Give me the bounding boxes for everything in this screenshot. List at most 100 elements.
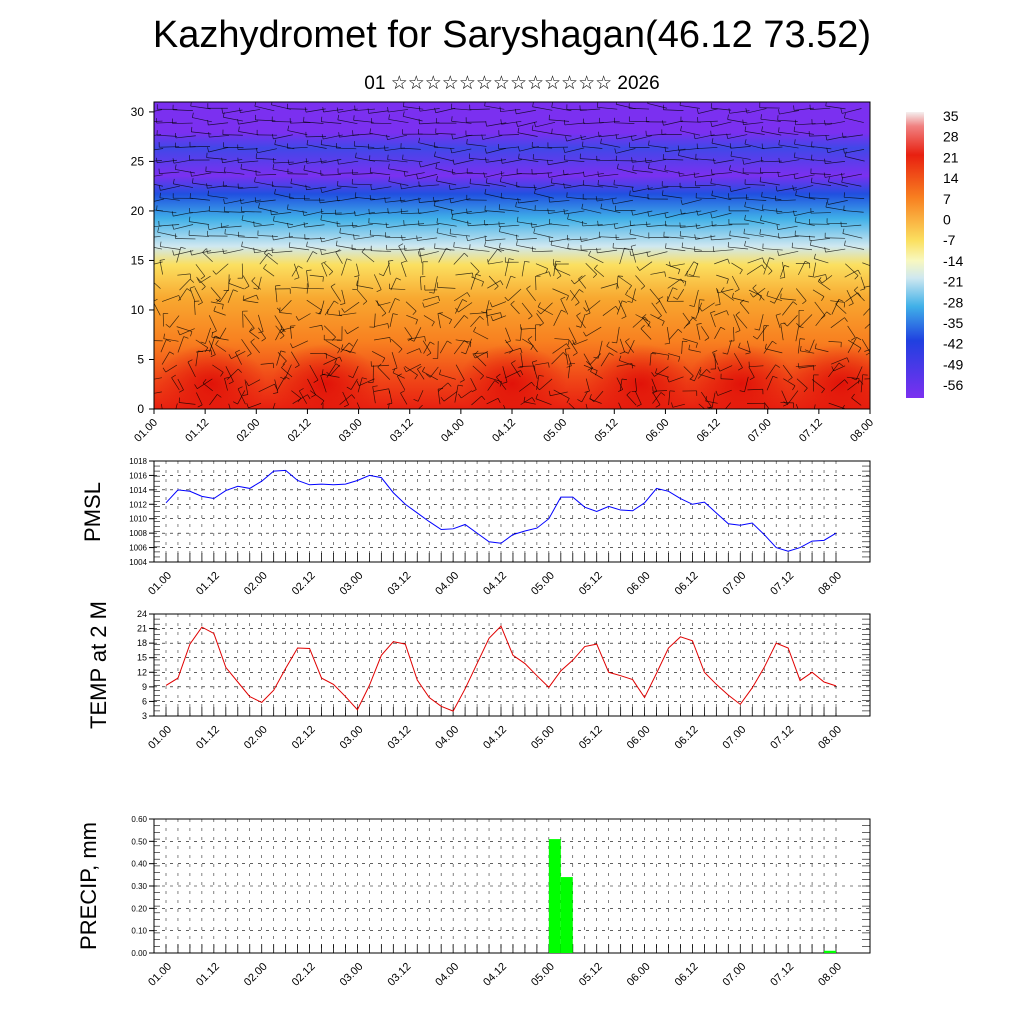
wind-barb [663,231,684,239]
wind-barb [159,241,181,250]
wind-barb [451,103,472,111]
colorbar-label: -56 [943,377,963,393]
wind-barb [274,315,285,334]
wind-barb [661,129,682,135]
wind-barb [172,224,194,230]
wind-barb [761,126,782,136]
wind-barb [472,365,484,380]
y-tick-label: 0.00 [131,949,147,958]
wind-barb [843,148,865,154]
wind-barb [369,167,391,176]
wind-barb [598,131,619,138]
wind-barb [324,353,338,364]
wind-barb [449,197,471,204]
wind-barb [629,142,650,148]
wind-barb [171,374,180,391]
wind-barb [202,248,213,263]
wind-barb [677,145,699,151]
wind-barb [277,352,287,365]
wind-barb [602,305,619,316]
wind-barb [436,218,457,227]
x-tick-label: 04.00 [433,961,461,989]
x-tick-label: 06.12 [673,961,701,989]
wind-barb [320,373,327,393]
x-tick-label: 03.00 [338,961,366,989]
wind-barb [287,143,308,149]
wind-barb [809,219,830,225]
cross-section-y-axis: 0 5 10 15 20 25 30 [131,105,154,416]
wind-barb [289,232,310,239]
wind-barb [811,119,833,125]
wind-barb [207,103,228,109]
wind-barb [309,364,319,383]
wind-barb [862,262,870,266]
wind-barb [688,344,702,353]
wind-barb [209,394,222,406]
wind-barb [847,337,862,354]
wind-barb [207,224,229,231]
wind-barb [404,245,425,251]
wind-barb [550,240,571,250]
wind-barb [290,178,311,188]
x-tick-label: 04.12 [490,417,518,445]
wind-barb [583,300,601,312]
y-tick-label: 18 [137,638,147,648]
wind-barb [351,244,373,251]
wind-barb [242,310,248,328]
wind-barb [417,404,423,409]
wind-barb [272,164,293,173]
wind-barb [794,230,816,238]
wind-barb [487,280,504,289]
wind-barb [681,242,702,251]
wind-barb [625,338,635,353]
wind-barb [188,216,210,225]
y-tick-label: 21 [137,624,147,634]
wind-barb [727,242,749,250]
wind-barb [713,158,735,164]
wind-barb [747,257,765,264]
wind-barb [640,324,652,340]
wind-barb [808,262,817,278]
wind-barb [406,348,422,354]
wind-barb [655,368,670,378]
wind-barb [797,363,817,369]
wind-barb [439,340,452,354]
wind-barb [777,171,799,178]
wind-barb [242,295,259,304]
x-tick-label: 07.00 [720,724,748,752]
wind-barb [612,243,633,250]
wind-barb [824,158,846,164]
wind-barb [437,312,443,329]
wind-barb [696,210,718,216]
wind-barb [306,251,318,263]
wind-barb [722,339,732,355]
wind-barb [564,154,585,162]
wind-barb [752,284,765,301]
wind-barb [567,362,576,379]
wind-barb [599,117,620,124]
colorbar-label: -42 [943,336,963,352]
wind-barb [825,202,846,211]
wind-barb [243,314,255,332]
x-tick-label: 06.00 [625,724,653,752]
wind-barb [161,351,175,365]
wind-barb [327,309,343,317]
wind-barb [584,300,591,316]
wind-barb [695,223,717,229]
wind-barb [400,390,408,405]
wind-barb [242,275,250,289]
wind-barb [434,243,455,251]
wind-barb [171,211,193,217]
wind-barb [435,163,456,174]
x-tick-label: 05.00 [529,724,557,752]
y-tick-label: 20 [131,204,145,218]
wind-barb [484,205,505,213]
wind-barb [422,302,440,308]
wind-barb [188,230,210,237]
wind-barb [647,184,669,191]
wind-barb [553,389,570,403]
x-tick-label: 05.00 [541,417,569,445]
wind-barb [498,204,520,212]
wind-barb [686,270,700,278]
wind-barb [371,118,392,124]
